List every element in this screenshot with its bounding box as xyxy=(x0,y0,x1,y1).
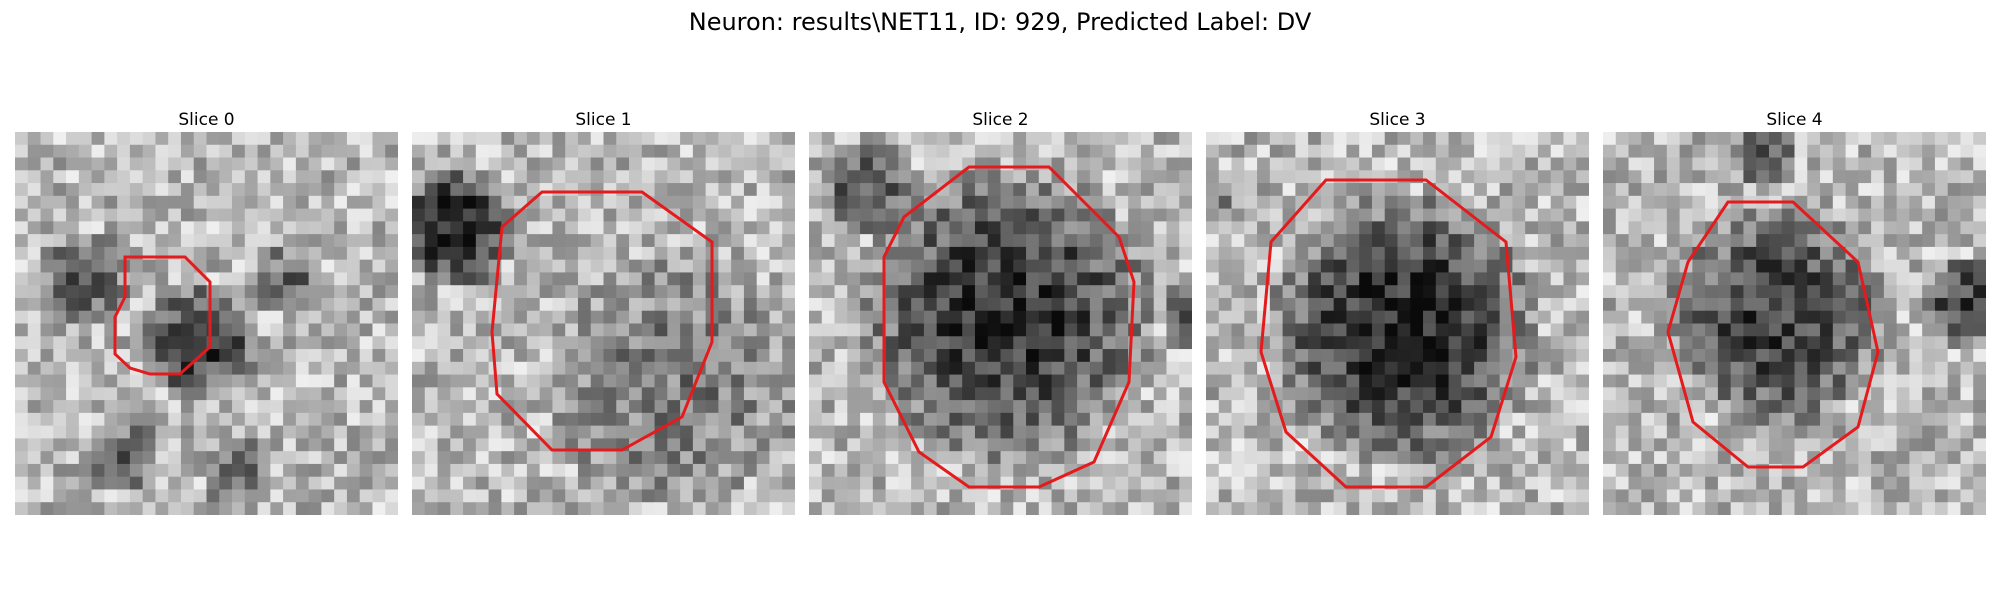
slice-title: Slice 3 xyxy=(1369,110,1426,130)
slice-title: Slice 4 xyxy=(1766,110,1823,130)
slice-image xyxy=(1603,132,1986,515)
segmentation-contour xyxy=(113,255,212,376)
slice-panel: Slice 3 xyxy=(1206,108,1589,515)
slice-image xyxy=(1206,132,1589,515)
slice-title: Slice 1 xyxy=(575,110,632,130)
slice-image xyxy=(412,132,795,515)
slice-panel: Slice 0 xyxy=(15,108,398,515)
slice-panel: Slice 2 xyxy=(809,108,1192,515)
slice-panel: Slice 4 xyxy=(1603,108,1986,515)
slice-image xyxy=(809,132,1192,515)
segmentation-contour xyxy=(490,190,714,452)
slice-panel: Slice 1 xyxy=(412,108,795,515)
slice-title: Slice 0 xyxy=(178,110,235,130)
slice-title: Slice 2 xyxy=(972,110,1029,130)
segmentation-contour xyxy=(1259,178,1518,489)
segmentation-contour xyxy=(882,165,1136,489)
slice-image xyxy=(15,132,398,515)
figure-title: Neuron: results\NET11, ID: 929, Predicte… xyxy=(688,8,1312,36)
segmentation-contour xyxy=(1666,200,1880,469)
